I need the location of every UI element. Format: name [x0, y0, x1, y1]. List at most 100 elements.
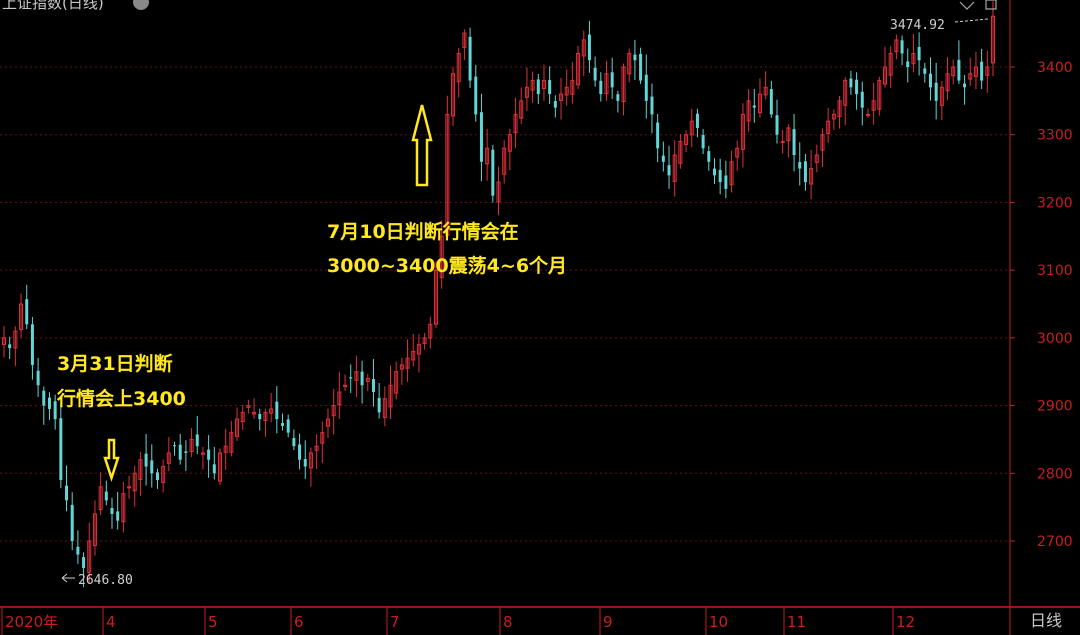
candle [92, 500, 97, 556]
candle [883, 46, 888, 88]
candle [173, 441, 177, 456]
candles [2, 1, 995, 588]
y-tick-label: 3400 [1037, 60, 1073, 76]
candle [985, 50, 990, 93]
candle [763, 71, 768, 100]
candle [951, 59, 956, 85]
x-tick-label: 12 [896, 613, 915, 631]
candle [888, 46, 893, 89]
candle [360, 360, 364, 404]
candle [59, 403, 63, 489]
candle [496, 166, 501, 216]
candle [769, 80, 773, 118]
x-tick-label: 10 [709, 613, 728, 631]
candle [639, 47, 643, 84]
candle [451, 66, 456, 126]
candle [8, 336, 12, 359]
candle [116, 491, 120, 530]
candle [695, 108, 699, 138]
y-tick-label: 2800 [1037, 466, 1073, 482]
candle [422, 333, 427, 350]
x-tick-label: 5 [208, 613, 218, 631]
candle [644, 54, 648, 119]
candle [82, 552, 86, 588]
candle [803, 154, 807, 191]
candle [263, 408, 268, 437]
candle [849, 70, 853, 95]
candle [36, 357, 40, 397]
candle [548, 66, 552, 104]
candle [576, 45, 581, 90]
candle [786, 124, 791, 158]
candle [325, 408, 330, 438]
candle [428, 316, 433, 349]
candle [939, 80, 944, 121]
candle [900, 35, 904, 66]
x-axis: 2020年 4 5 6 7 8 9 10 11 12 [0, 606, 1080, 635]
candle [269, 393, 274, 423]
candle [491, 144, 495, 203]
candle [229, 420, 234, 457]
candle [843, 77, 848, 126]
x-tick-label: 4 [106, 613, 116, 631]
candle [792, 113, 796, 172]
candle [973, 51, 978, 90]
y-tick-label: 2700 [1037, 534, 1073, 550]
candle [98, 472, 103, 516]
candle [775, 99, 779, 144]
candle [138, 451, 143, 496]
candle [507, 128, 512, 171]
candle [246, 399, 251, 414]
period-label[interactable]: 日线 [1030, 611, 1062, 630]
candle [155, 468, 159, 489]
candle [656, 113, 660, 163]
annotation-july: 7月10日判断行情会在 3000~3400震荡4~6个月 [327, 104, 567, 277]
candle [928, 57, 932, 101]
grid-lines [0, 66, 1010, 542]
candle [752, 88, 756, 123]
candle [405, 339, 410, 382]
candle [917, 32, 921, 76]
candle [439, 220, 444, 289]
x-tick-label: 8 [503, 613, 513, 631]
candle [923, 62, 927, 83]
candle [42, 386, 46, 425]
candle [667, 145, 671, 189]
candle [189, 428, 194, 457]
candle [855, 72, 859, 110]
favorite-heart-icon[interactable] [959, 1, 975, 10]
candle [70, 492, 74, 550]
candle [724, 160, 728, 199]
candle [87, 522, 92, 584]
candle [809, 149, 814, 200]
candle [468, 27, 472, 88]
settings-icon[interactable] [133, 0, 149, 10]
candle [144, 433, 148, 486]
candle [519, 87, 524, 124]
candle [826, 107, 831, 143]
candle [104, 480, 108, 506]
y-tick-label: 3100 [1037, 263, 1073, 279]
trash-icon[interactable] [985, 0, 997, 10]
candle [963, 74, 967, 105]
candle [604, 60, 609, 101]
candle [610, 57, 614, 100]
candle [166, 437, 171, 472]
candle [672, 140, 677, 197]
candle [906, 48, 910, 83]
candle [740, 103, 745, 168]
candle [258, 408, 262, 431]
candle [530, 71, 535, 103]
candle [127, 475, 132, 499]
down-arrow-icon [103, 438, 120, 483]
candle [121, 481, 126, 533]
candle [757, 78, 762, 118]
candle [661, 141, 665, 172]
candle [479, 93, 483, 182]
candle [524, 67, 529, 112]
candle [195, 415, 199, 455]
x-tick-label: 2020年 [5, 613, 58, 631]
candle [684, 130, 689, 153]
low-marker-arrow-icon [61, 573, 75, 583]
